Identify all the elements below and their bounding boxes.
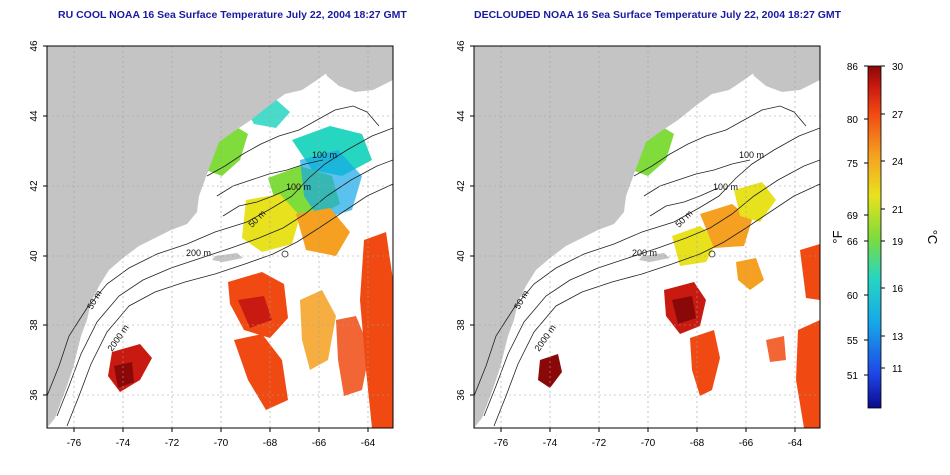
colorbar-ticks [864,65,885,376]
c-tick-label: 30 [892,62,904,73]
f-tick-label: 80 [847,115,859,126]
f-tick-label: 51 [847,371,859,382]
f-tick-label: 69 [847,211,859,222]
c-tick-label: 13 [892,332,904,343]
y-tick-label: 40 [29,250,40,262]
map-title-right: DECLOUDED NOAA 16 Sea Surface Temperatur… [474,9,842,21]
map-panel-left: 100 m 100 m 50 m 200 m 50 m 2000 m -76 -… [29,40,394,449]
x-tick-label: -74 [543,438,558,449]
c-tick-label: 11 [892,364,903,375]
x-tick-label: -76 [67,438,82,449]
map-frame-left [46,45,394,429]
x-tick-label: -66 [739,438,754,449]
y-tick-label: 38 [456,319,467,331]
colorbar-f-labels: 86 80 75 69 66 60 55 51 [847,62,859,382]
contour-label: 200 m [632,248,657,258]
c-tick-label: 19 [892,237,904,248]
f-tick-label: 55 [847,336,859,347]
c-tick-label: 16 [892,284,904,295]
x-tick-label: -72 [592,438,607,449]
x-tick-label: -64 [788,438,803,449]
colorbar-unit-c: °C [925,230,940,245]
c-tick-label: 24 [892,157,904,168]
colorbar-gradient [867,65,882,409]
contour-label: 100 m [713,182,738,192]
f-tick-label: 66 [847,237,859,248]
y-tick-label: 46 [456,40,467,52]
c-tick-label: 21 [892,205,904,216]
x-tick-label: -70 [641,438,656,449]
colorbar-c-labels: 30 27 24 21 19 16 13 11 [892,62,904,375]
x-tick-label: -74 [116,438,131,449]
x-tick-label: -64 [361,438,376,449]
sst-overlay-left [108,46,393,428]
map-frame-right [473,45,821,429]
y-tick-label: 38 [29,319,40,331]
x-axis-right: -76 -74 -72 -70 -68 -66 -64 [494,438,803,449]
y-tick-label: 44 [456,110,467,122]
y-tick-label: 36 [456,389,467,401]
x-tick-label: -68 [690,438,705,449]
y-tick-label: 42 [29,180,40,192]
f-tick-label: 60 [847,291,859,302]
contour-label: 100 m [739,150,764,160]
x-tick-label: -76 [494,438,509,449]
y-tick-label: 44 [29,110,40,122]
colorbar: 86 80 75 69 66 60 55 51 30 27 24 21 19 1… [830,62,940,409]
grid-left [47,46,393,428]
y-axis-left: 46 44 42 40 38 36 [29,40,40,401]
x-tick-label: -72 [165,438,180,449]
y-tick-label: 46 [29,40,40,52]
x-tick-label: -68 [263,438,278,449]
contour-label: 200 m [186,248,211,258]
colorbar-unit-f: °F [830,230,845,243]
y-axis-right: 46 44 42 40 38 36 [456,40,467,401]
contour-label: 100 m [286,182,311,192]
f-tick-label: 86 [847,62,859,73]
f-tick-label: 75 [847,159,859,170]
y-tick-label: 42 [456,180,467,192]
grid-right [474,46,820,428]
x-tick-label: -66 [312,438,327,449]
ticks-right [470,45,796,432]
y-tick-label: 40 [456,250,467,262]
ticks-left [43,45,369,432]
x-tick-label: -70 [214,438,229,449]
map-panel-right: 100 m 100 m 50 m 200 m 50 m 2000 m -76 -… [456,40,821,449]
map-title-left: RU COOL NOAA 16 Sea Surface Temperature … [58,9,407,21]
y-tick-label: 36 [29,389,40,401]
x-axis-left: -76 -74 -72 -70 -68 -66 -64 [67,438,376,449]
contour-label: 100 m [312,150,337,160]
c-tick-label: 27 [892,110,904,121]
